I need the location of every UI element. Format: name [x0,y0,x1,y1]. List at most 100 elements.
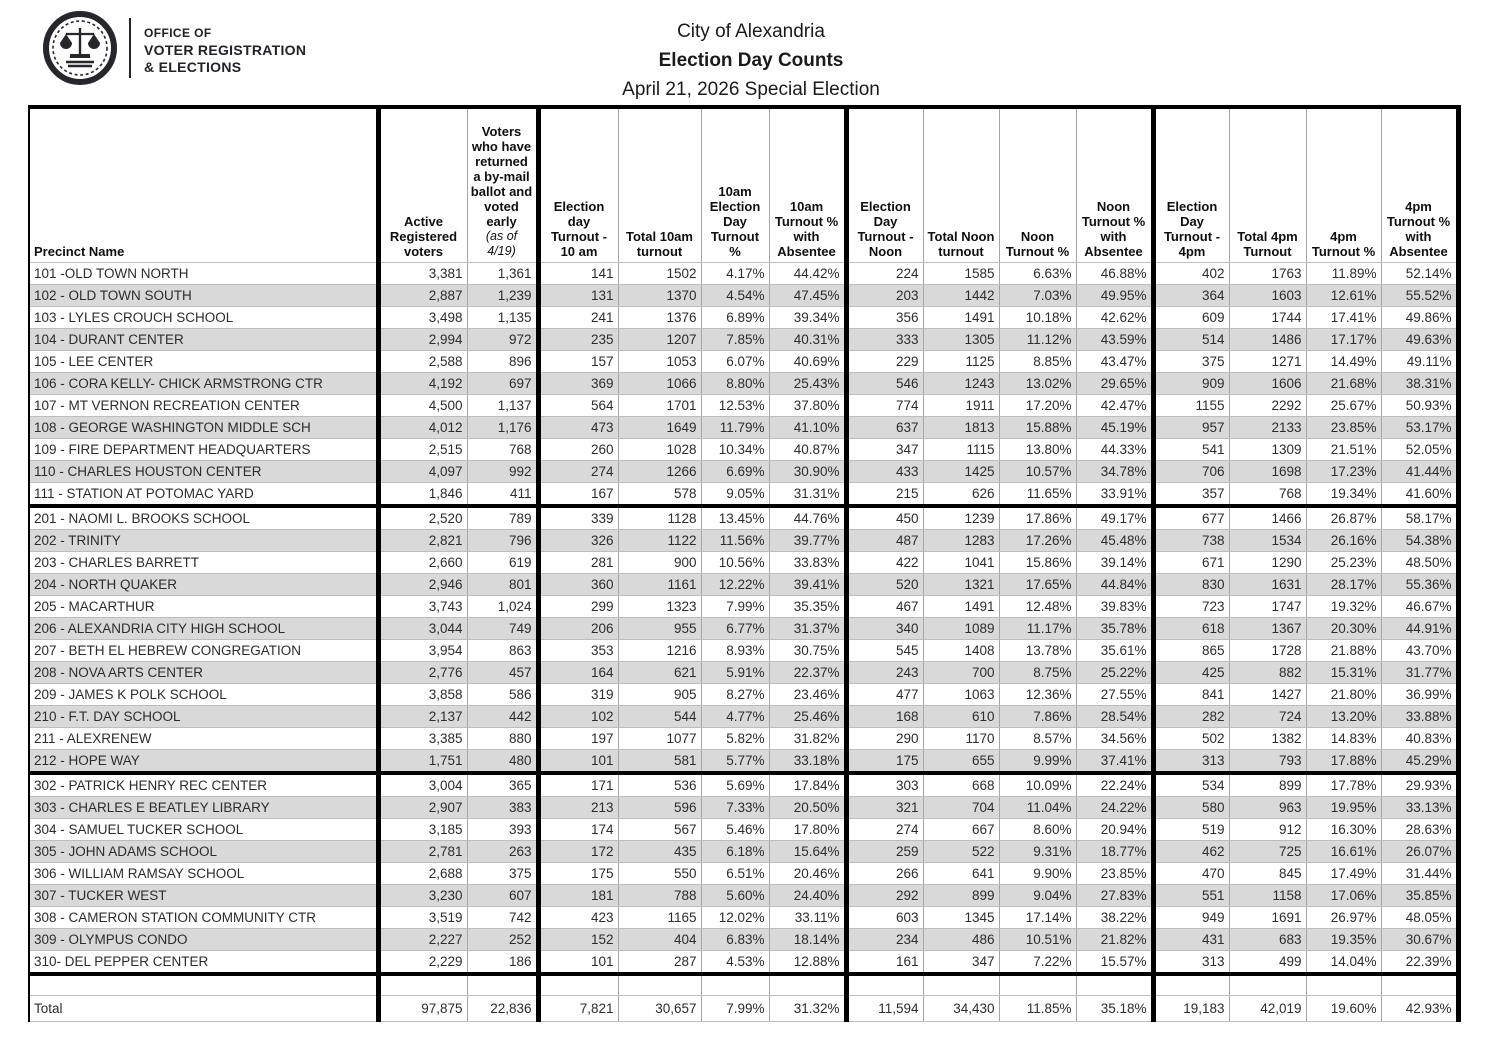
ed-turnout-4pm-cell: 502 [1150,727,1230,750]
4pm-turnout-pct-cell: 13.20% [1306,705,1382,728]
total-noon-turnout-cell: 1305 [923,328,1000,351]
precinct-name-cell: 303 - CHARLES E BEATLEY LIBRARY [29,796,379,819]
by-mail-early-voters-cell [467,973,539,996]
total-10am-turnout-cell: 1207 [618,328,702,351]
active-registered-voters-cell: 3,743 [375,595,468,618]
noon-turnout-pct-cell: 8.57% [999,727,1077,750]
ed-turnout-10am-cell: 206 [535,617,619,640]
total-4pm-turnout-cell: 725 [1229,840,1307,863]
noon-turnout-pct-absentee-cell: 38.22% [1076,906,1154,929]
active-registered-voters-cell: 3,858 [375,683,468,706]
col-header-ed-turnout-noon: Election Day Turnout - Noon [843,107,924,263]
noon-turnout-pct-absentee-cell: 49.95% [1076,284,1154,307]
total-10am-turnout-cell: 905 [618,683,702,706]
10am-ed-turnout-pct-cell: 6.77% [701,617,770,640]
noon-turnout-pct-absentee-cell: 49.17% [1076,505,1154,530]
table-row: 204 - NORTH QUAKER 2,946 801 360 1161 12.22% 3… [29,573,1459,596]
ed-turnout-10am-cell: 353 [535,639,619,662]
total-4pm-turnout-cell: 1158 [1229,884,1307,907]
ed-turnout-10am-cell: 102 [535,705,619,728]
ed-turnout-noon-cell: 259 [843,840,924,863]
total-noon-turnout-cell: 610 [923,705,1000,728]
col-header-label: Noon Turnout % with Absentee [1081,198,1146,259]
ed-turnout-4pm-cell: 723 [1150,595,1230,618]
ed-turnout-4pm-cell: 425 [1150,661,1230,684]
noon-turnout-pct-absentee-cell: 43.47% [1076,350,1154,373]
header-row: Precinct Name Active Registered voters Vot… [29,107,1459,263]
noon-turnout-pct-cell: 7.03% [999,284,1077,307]
10am-ed-turnout-pct-cell: 6.89% [701,306,770,329]
col-header-label: Total 10am turnout [626,228,693,259]
4pm-turnout-pct-absentee-cell: 46.67% [1381,595,1459,618]
ed-turnout-4pm-cell: 534 [1150,772,1230,797]
4pm-turnout-pct-absentee-cell: 35.85% [1381,884,1459,907]
total-noon-turnout-cell: 1321 [923,573,1000,596]
active-registered-voters-cell: 3,044 [375,617,468,640]
10am-ed-turnout-pct-cell: 10.34% [701,438,770,461]
noon-turnout-pct-absentee-cell: 39.14% [1076,551,1154,574]
precinct-name-cell: 309 - OLYMPUS CONDO [29,928,379,951]
noon-turnout-pct-cell: 11.12% [999,328,1077,351]
active-registered-voters-cell: 2,994 [375,328,468,351]
col-header-by-mail-early-voters: Voters who have returned a by-mail ballo… [467,107,539,263]
total-noon-turnout-cell: 1491 [923,595,1000,618]
4pm-turnout-pct-cell: 17.49% [1306,862,1382,885]
total-10am-turnout-cell: 900 [618,551,702,574]
4pm-turnout-pct-absentee-cell: 55.36% [1381,573,1459,596]
total-10am-turnout-cell: 536 [618,772,702,797]
noon-turnout-pct-cell: 17.26% [999,529,1077,552]
10am-ed-turnout-pct-cell: 12.22% [701,573,770,596]
10am-ed-turnout-pct-cell: 6.69% [701,460,770,483]
table-row: 305 - JOHN ADAMS SCHOOL 2,781 263 172 435 6.1… [29,840,1459,863]
ed-turnout-4pm-cell: 706 [1150,460,1230,483]
table-row: 106 - CORA KELLY- CHICK ARMSTRONG CTR 4,1… [29,372,1459,395]
ed-turnout-noon-cell: 487 [843,529,924,552]
active-registered-voters-cell: 2,688 [375,862,468,885]
total-4pm-turnout-cell: 793 [1229,749,1307,775]
col-header-label: Election Day Turnout - Noon [857,198,914,259]
noon-turnout-pct-cell: 13.02% [999,372,1077,395]
table-row: 105 - LEE CENTER 2,588 896 157 1053 6.07% 40.6… [29,350,1459,373]
total-4pm-turnout-cell: 499 [1229,950,1307,976]
by-mail-early-voters-cell: 22,836 [467,995,539,1022]
4pm-turnout-pct-cell: 28.17% [1306,573,1382,596]
total-noon-turnout-cell: 34,430 [923,995,1000,1022]
total-4pm-turnout-cell: 1382 [1229,727,1307,750]
by-mail-early-voters-cell: 1,239 [467,284,539,307]
total-10am-turnout-cell: 1165 [618,906,702,929]
total-noon-turnout-cell: 1089 [923,617,1000,640]
by-mail-early-voters-cell: 252 [467,928,539,951]
10am-turnout-pct-absentee-cell: 41.10% [769,416,847,439]
active-registered-voters-cell: 4,192 [375,372,468,395]
ed-turnout-noon-cell: 774 [843,394,924,417]
active-registered-voters-cell: 3,498 [375,306,468,329]
table-row: 101 -OLD TOWN NORTH 3,381 1,361 141 1502 4.17… [29,262,1459,285]
noon-turnout-pct-cell: 10.57% [999,460,1077,483]
total-noon-turnout-cell: 522 [923,840,1000,863]
total-4pm-turnout-cell: 1631 [1229,573,1307,596]
4pm-turnout-pct-cell: 17.17% [1306,328,1382,351]
ed-turnout-noon-cell: 477 [843,683,924,706]
col-header-label: Election Day Turnout - 4pm [1163,198,1221,259]
ed-turnout-4pm-cell: 402 [1150,262,1230,285]
4pm-turnout-pct-cell: 25.23% [1306,551,1382,574]
table-row: 302 - PATRICK HENRY REC CENTER 3,004 365 17… [29,772,1459,797]
10am-turnout-pct-absentee-cell: 39.77% [769,529,847,552]
4pm-turnout-pct-absentee-cell: 31.44% [1381,862,1459,885]
4pm-turnout-pct-absentee-cell: 41.60% [1381,482,1459,508]
table-row: 111 - STATION AT POTOMAC YARD 1,846 411 167… [29,482,1459,508]
4pm-turnout-pct-cell: 23.85% [1306,416,1382,439]
table-row: 308 - CAMERON STATION COMMUNITY CTR 3,519… [29,906,1459,929]
total-noon-turnout-cell: 626 [923,482,1000,508]
ed-turnout-noon-cell: 303 [843,772,924,797]
table-row: 203 - CHARLES BARRETT 2,660 619 281 900 10.56… [29,551,1459,574]
4pm-turnout-pct-cell: 14.04% [1306,950,1382,976]
agency-office-of: OFFICE OF [144,25,212,40]
10am-ed-turnout-pct-cell: 9.05% [701,482,770,508]
by-mail-early-voters-cell: 586 [467,683,539,706]
4pm-turnout-pct-cell: 19.60% [1306,995,1382,1022]
precinct-name-cell: 111 - STATION AT POTOMAC YARD [29,482,379,508]
total-10am-turnout-cell: 567 [618,818,702,841]
by-mail-early-voters-cell: 880 [467,727,539,750]
noon-turnout-pct-absentee-cell: 35.78% [1076,617,1154,640]
